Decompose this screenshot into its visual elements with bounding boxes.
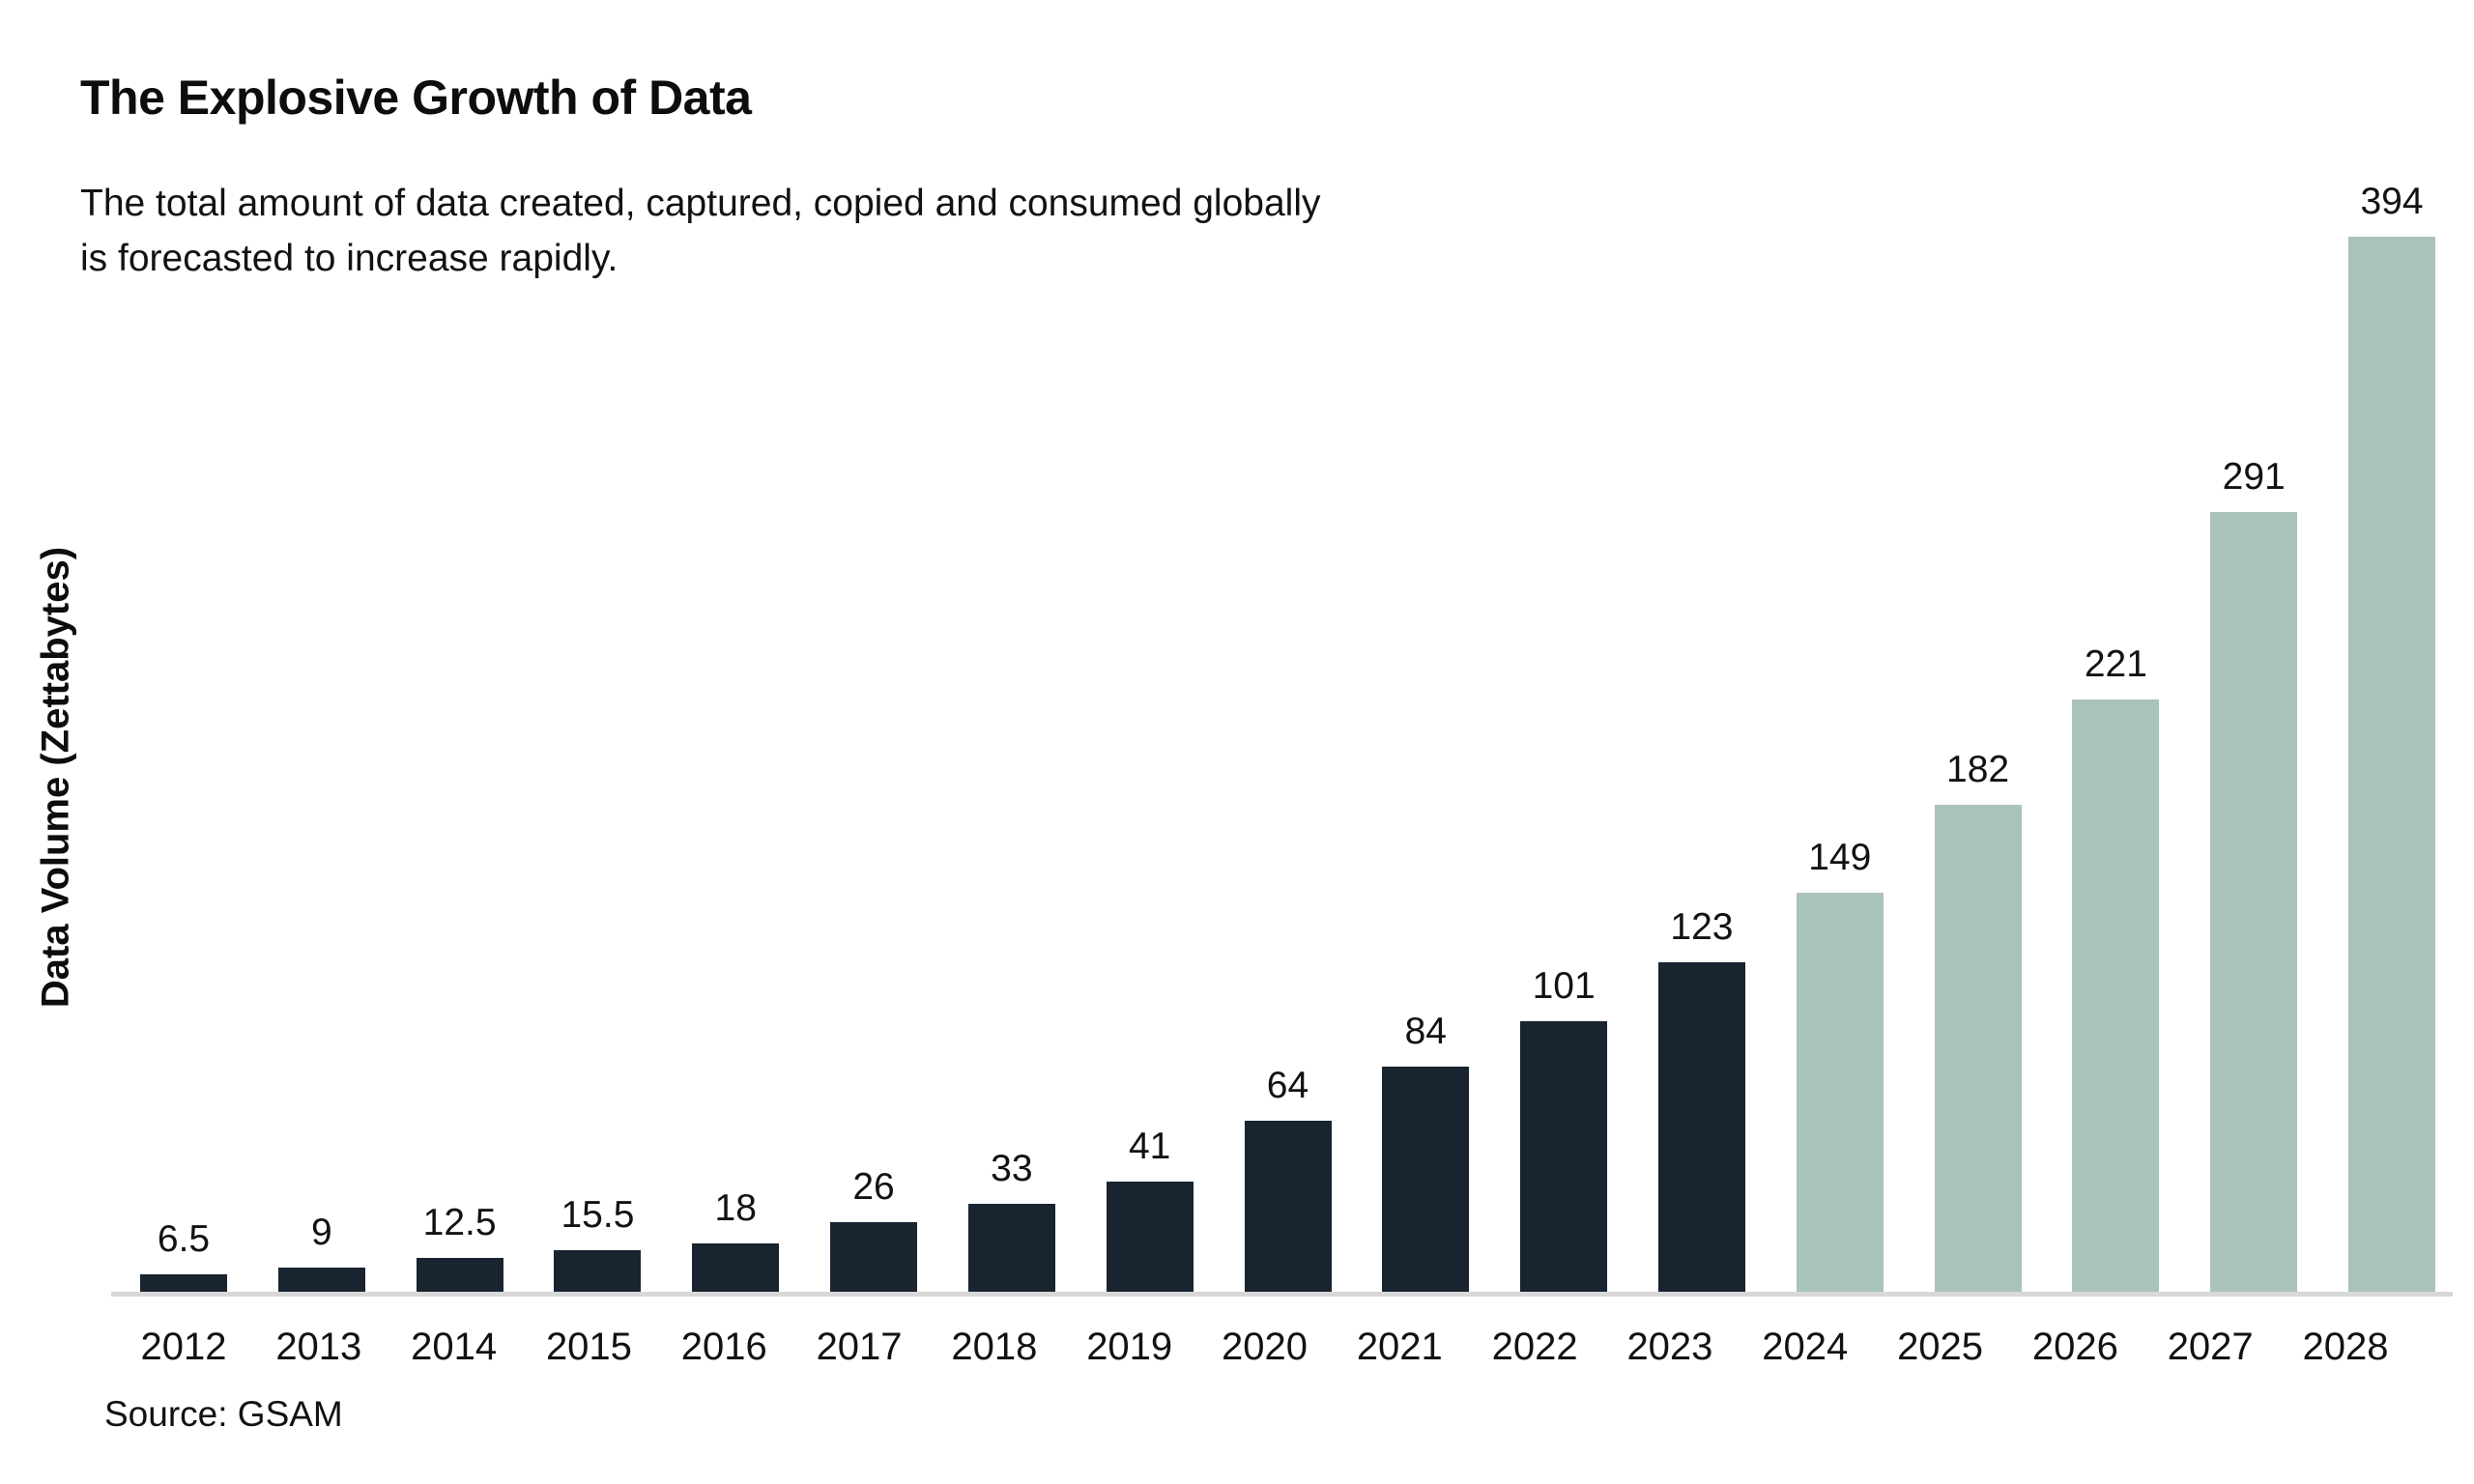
x-tick-2024: 2024 [1762, 1326, 1849, 1368]
x-tick-2026: 2026 [2031, 1326, 2118, 1368]
bar-2027-forecast [2210, 512, 2298, 1292]
bar-slot-2026: 221 [2072, 643, 2160, 1292]
bar-value-label-2018: 33 [991, 1148, 1033, 1189]
bar-slot-2014: 12.5 [416, 1202, 503, 1292]
bar-value-label-2016: 18 [714, 1187, 757, 1229]
bar-value-label-2020: 64 [1266, 1065, 1309, 1106]
x-tick-2019: 2019 [1086, 1326, 1173, 1368]
x-tick-2022: 2022 [1491, 1326, 1578, 1368]
bar-value-label-2022: 101 [1532, 965, 1596, 1007]
bar-slot-2024: 149 [1796, 837, 1884, 1292]
bar-2028-forecast [2348, 237, 2435, 1292]
x-tick-2017: 2017 [816, 1326, 903, 1368]
x-tick-2012: 2012 [140, 1326, 227, 1368]
bar-2018-actual [967, 1204, 1055, 1292]
bar-2023-actual [1657, 962, 1745, 1292]
bar-slot-2019: 41 [1106, 1126, 1194, 1292]
bar-slot-2015: 15.5 [554, 1194, 642, 1292]
bar-value-label-2013: 9 [310, 1212, 332, 1253]
chart-subtitle-line-2: is forecasted to increase rapidly. [80, 238, 618, 279]
bar-value-label-2019: 41 [1128, 1126, 1171, 1167]
x-tick-2025: 2025 [1897, 1326, 1984, 1368]
bar-chart-plot-area: 6.5 9 12.5 15.5 18 26 33 41 64 84 101 123 149 182 221 2… [111, 181, 2453, 1368]
bar-value-label-2017: 26 [852, 1166, 895, 1208]
bar-value-label-2015: 15.5 [561, 1194, 635, 1236]
bar-2026-forecast [2072, 699, 2160, 1292]
bar-2016-actual [692, 1243, 780, 1292]
bar-2019-actual [1106, 1182, 1194, 1292]
bar-slot-2017: 26 [830, 1166, 918, 1292]
x-tick-2013: 2013 [275, 1326, 362, 1368]
bar-2020-actual [1244, 1121, 1332, 1292]
bar-2024-forecast [1796, 893, 1884, 1292]
x-tick-2020: 2020 [1222, 1326, 1308, 1368]
x-tick-2028: 2028 [2302, 1326, 2389, 1368]
x-tick-2018: 2018 [951, 1326, 1038, 1368]
bar-2017-actual [830, 1222, 918, 1292]
x-tick-2021: 2021 [1356, 1326, 1443, 1368]
bar-value-label-2014: 12.5 [422, 1202, 497, 1243]
bar-value-label-2026: 221 [2084, 643, 2147, 685]
chart-title: The Explosive Growth of Data [80, 71, 752, 125]
bar-slot-2023: 123 [1657, 906, 1745, 1292]
bar-2022-actual [1520, 1021, 1608, 1292]
bar-value-label-2028: 394 [2360, 181, 2424, 222]
bar-2015-actual [554, 1250, 642, 1292]
x-tick-2014: 2014 [411, 1326, 498, 1368]
bar-slot-2020: 64 [1244, 1065, 1332, 1292]
bar-value-label-2012: 6.5 [157, 1218, 211, 1260]
bar-2014-actual [416, 1258, 503, 1292]
bar-2013-actual [277, 1268, 365, 1292]
bar-value-label-2023: 123 [1670, 906, 1734, 948]
bars-row: 6.5 9 12.5 15.5 18 26 33 41 64 84 101 123 149 182 221 2… [111, 181, 2453, 1297]
bar-2021-actual [1382, 1067, 1470, 1292]
bar-value-label-2025: 182 [1946, 749, 2010, 790]
bar-value-label-2027: 291 [2222, 456, 2286, 498]
bar-slot-2027: 291 [2210, 456, 2298, 1292]
y-axis-label: Data Volume (Zettabytes) [34, 546, 77, 1009]
x-tick-2015: 2015 [545, 1326, 632, 1368]
source-note: Source: GSAM [104, 1394, 343, 1434]
bar-slot-2028: 394 [2348, 181, 2435, 1292]
bar-2012-actual [140, 1274, 227, 1292]
bar-value-label-2024: 149 [1808, 837, 1872, 878]
x-tick-2016: 2016 [680, 1326, 767, 1368]
bar-slot-2018: 33 [967, 1148, 1055, 1292]
bar-value-label-2021: 84 [1404, 1011, 1447, 1052]
bar-2025-forecast [1934, 805, 2022, 1292]
bar-slot-2013: 9 [277, 1212, 365, 1292]
bar-slot-2025: 182 [1934, 749, 2022, 1292]
x-axis-tick-labels: 2012 2013 2014 2015 2016 2017 2018 2019 2020 2021… [111, 1297, 2406, 1369]
bar-slot-2012: 6.5 [140, 1218, 227, 1292]
chart-subtitle: The total amount of data created, captur… [80, 176, 1321, 286]
bar-slot-2022: 101 [1520, 965, 1608, 1292]
bar-slot-2016: 18 [692, 1187, 780, 1292]
x-tick-2027: 2027 [2167, 1326, 2254, 1368]
bar-slot-2021: 84 [1382, 1011, 1470, 1292]
x-tick-2023: 2023 [1626, 1326, 1713, 1368]
chart-subtitle-line-1: The total amount of data created, captur… [80, 183, 1321, 224]
